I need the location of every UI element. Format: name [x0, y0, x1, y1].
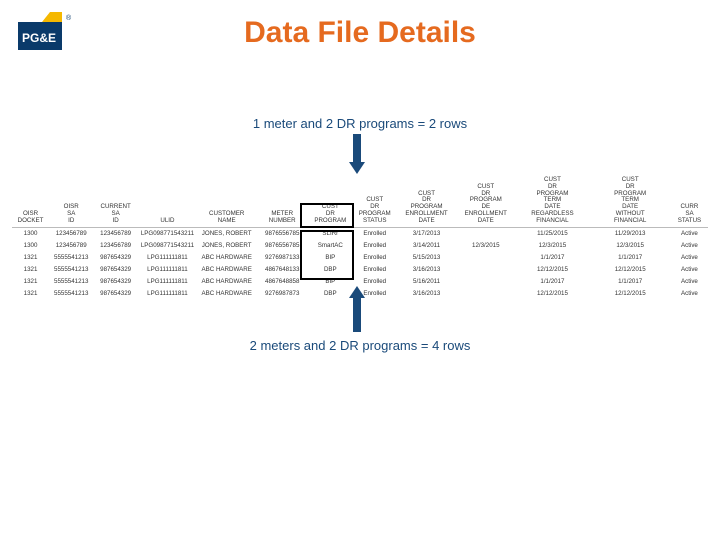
table-cell: 5555541213 — [49, 275, 93, 287]
table-cell: 12/12/2015 — [515, 287, 589, 299]
table-cell: ABC HARDWARE — [197, 275, 256, 287]
table-cell: Enrolled — [353, 227, 397, 239]
table-cell: DBP — [308, 263, 352, 275]
table-cell: 987654329 — [93, 287, 137, 299]
table-cell: 12/12/2015 — [589, 263, 670, 275]
table-cell: 3/17/2013 — [397, 227, 456, 239]
table-cell: 1/1/2017 — [515, 251, 589, 263]
table-cell: BIP — [308, 275, 352, 287]
column-header: METERNUMBER — [256, 176, 308, 227]
table-cell: 1321 — [12, 251, 49, 263]
table-cell: 1321 — [12, 287, 49, 299]
arrow-up-icon — [350, 286, 364, 332]
table-cell: 987654329 — [93, 275, 137, 287]
table-cell: 1300 — [12, 239, 49, 251]
table-cell: 12/3/2015 — [456, 239, 515, 251]
table-cell: JONES, ROBERT — [197, 239, 256, 251]
column-header: ULID — [138, 176, 197, 227]
table-cell: 5555541213 — [49, 263, 93, 275]
table-cell: Active — [671, 227, 708, 239]
column-header: OISRSAID — [49, 176, 93, 227]
table-cell: Active — [671, 239, 708, 251]
table-cell: LPG111111811 — [138, 287, 197, 299]
table-cell — [456, 263, 515, 275]
table-cell: JONES, ROBERT — [197, 227, 256, 239]
table-cell: Enrolled — [353, 239, 397, 251]
data-table: OISRDOCKETOISRSAIDCURRENTSAIDULIDCUSTOME… — [12, 176, 708, 299]
table-cell: 123456789 — [49, 239, 93, 251]
table-cell: 1321 — [12, 263, 49, 275]
table-cell: 11/29/2013 — [589, 227, 670, 239]
table-cell — [456, 251, 515, 263]
table-cell: 1321 — [12, 275, 49, 287]
table-cell: 1/1/2017 — [589, 251, 670, 263]
table-cell: ABC HARDWARE — [197, 263, 256, 275]
table-cell: LPG098771543211 — [138, 239, 197, 251]
table-cell: 9276987873 — [256, 287, 308, 299]
table-cell: ABC HARDWARE — [197, 287, 256, 299]
table-cell: Active — [671, 263, 708, 275]
table-cell: Enrolled — [353, 263, 397, 275]
arrow-down-icon — [350, 134, 364, 174]
column-header: CURRSASTATUS — [671, 176, 708, 227]
table-cell: 5/15/2013 — [397, 251, 456, 263]
table-cell: 12/3/2015 — [515, 239, 589, 251]
column-header: CUSTDRPROGRAMENROLLMENTDATE — [397, 176, 456, 227]
table-cell: 3/14/2011 — [397, 239, 456, 251]
caption-top: 1 meter and 2 DR programs = 2 rows — [0, 116, 720, 131]
table-cell: 987654329 — [93, 251, 137, 263]
column-header: OISRDOCKET — [12, 176, 49, 227]
table-cell: 123456789 — [93, 239, 137, 251]
table-cell: 5/16/2011 — [397, 275, 456, 287]
table-cell: 1300 — [12, 227, 49, 239]
column-header: CUSTDRPROGRAMDEENROLLMENTDATE — [456, 176, 515, 227]
table-row: 13215555541213987654329LPG111111811ABC H… — [12, 263, 708, 275]
column-header: CUSTDRPROGRAMTERMDATEWITHOUTFINANCIAL — [589, 176, 670, 227]
table-cell: Enrolled — [353, 251, 397, 263]
table-cell: LPG111111811 — [138, 251, 197, 263]
table-cell: LPG098771543211 — [138, 227, 197, 239]
table-cell: 9276987133 — [256, 251, 308, 263]
table-cell: SmartAC — [308, 239, 352, 251]
table-cell — [456, 275, 515, 287]
table-cell: 123456789 — [49, 227, 93, 239]
column-header: CURRENTSAID — [93, 176, 137, 227]
column-header: CUSTDRPROGRAMTERMDATEREGARDLESSFINANCIAL — [515, 176, 589, 227]
table-cell: BIP — [308, 251, 352, 263]
table-cell: 12/3/2015 — [589, 239, 670, 251]
table-cell: SLIRr — [308, 227, 352, 239]
table-cell: 12/12/2015 — [515, 263, 589, 275]
table-cell: 5555541213 — [49, 287, 93, 299]
column-header: CUSTDRPROGRAMSTATUS — [353, 176, 397, 227]
page-title: Data File Details — [0, 16, 720, 50]
caption-bottom: 2 meters and 2 DR programs = 4 rows — [0, 338, 720, 353]
table-cell: 1/1/2017 — [515, 275, 589, 287]
table-cell: LPG111111811 — [138, 263, 197, 275]
table-cell: ABC HARDWARE — [197, 251, 256, 263]
table-cell: 12/12/2015 — [589, 287, 670, 299]
table-cell: 11/25/2015 — [515, 227, 589, 239]
table-cell: Active — [671, 251, 708, 263]
table-cell: 987654329 — [93, 263, 137, 275]
table-cell: 3/16/2013 — [397, 263, 456, 275]
table-cell: Active — [671, 275, 708, 287]
column-header: CUSTDRPROGRAM — [308, 176, 352, 227]
table-row: 1300123456789123456789LPG098771543211JON… — [12, 227, 708, 239]
table-cell: 9876556785 — [256, 227, 308, 239]
table-cell: 4867648858 — [256, 275, 308, 287]
table-row: 1300123456789123456789LPG098771543211JON… — [12, 239, 708, 251]
table-cell: 5555541213 — [49, 251, 93, 263]
table-cell — [456, 287, 515, 299]
table-cell: 9876556785 — [256, 239, 308, 251]
table-cell: Active — [671, 287, 708, 299]
table-cell: 3/16/2013 — [397, 287, 456, 299]
table-cell: DBP — [308, 287, 352, 299]
table-row: 13215555541213987654329LPG111111811ABC H… — [12, 251, 708, 263]
table-cell: 4867648133 — [256, 263, 308, 275]
table-cell: LPG111111811 — [138, 275, 197, 287]
table-cell — [456, 227, 515, 239]
column-header: CUSTOMERNAME — [197, 176, 256, 227]
table-cell: 123456789 — [93, 227, 137, 239]
table-cell: 1/1/2017 — [589, 275, 670, 287]
